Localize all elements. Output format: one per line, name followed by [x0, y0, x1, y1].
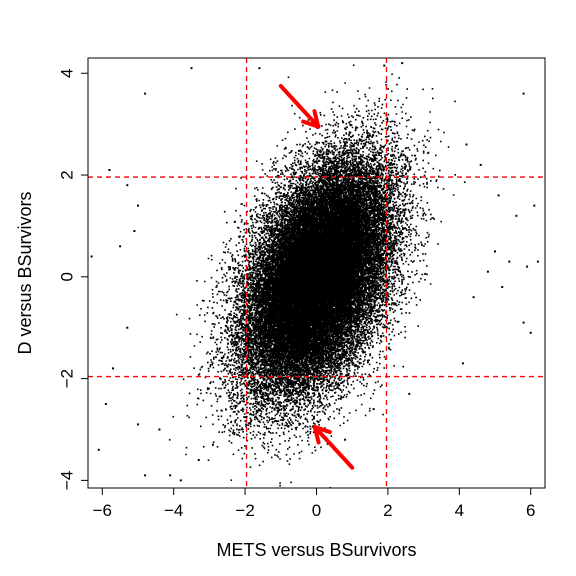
outlier-point: [144, 474, 147, 477]
outlier-point: [119, 245, 122, 248]
outlier-point: [126, 184, 129, 187]
y-axis: −4 −2 0 2 4: [57, 69, 89, 490]
outlier-point: [408, 392, 411, 395]
outlier-point: [108, 169, 111, 171]
outlier-point: [529, 331, 532, 334]
x-tick-label: −2: [235, 501, 254, 520]
x-tick-label: −6: [93, 501, 112, 520]
outlier-point: [383, 64, 386, 67]
outlier-point: [494, 250, 496, 253]
y-tick-label: 2: [57, 170, 76, 179]
outlier-point: [144, 92, 147, 95]
x-axis-title: METS versus BSurvivors: [216, 540, 416, 560]
outlier-point: [501, 286, 504, 288]
y-tick-label: −2: [57, 369, 76, 388]
x-axis: −6 −4 −2 0 2 4 6: [93, 487, 535, 520]
outlier-point: [526, 265, 529, 268]
outlier-point: [508, 260, 511, 263]
x-tick-label: 0: [312, 501, 321, 520]
outlier-point: [197, 459, 200, 461]
outlier-point: [372, 408, 375, 411]
outlier-point: [112, 367, 114, 370]
outlier-point: [533, 204, 536, 207]
outlier-point: [515, 214, 518, 217]
reference-lines: [88, 58, 545, 488]
outlier-point: [137, 204, 139, 207]
y-tick-label: 4: [57, 69, 76, 78]
outlier-point: [258, 67, 261, 70]
outlier-point: [212, 443, 214, 446]
outlier-point: [536, 260, 539, 263]
outlier-point: [90, 255, 93, 258]
outlier-point: [126, 326, 129, 329]
x-tick-label: 6: [526, 501, 535, 520]
annotation-arrows: [278, 83, 355, 470]
outlier-point: [133, 230, 136, 232]
x-tick-label: 2: [383, 501, 392, 520]
outlier-point: [179, 479, 182, 482]
outlier-point: [486, 270, 489, 273]
outlier-point: [472, 296, 475, 299]
y-axis-title: D versus BSurvivors: [15, 191, 35, 354]
outlier-point: [169, 474, 172, 477]
outlier-point: [465, 143, 468, 146]
x-tick-label: 4: [455, 501, 464, 520]
outlier-point: [190, 67, 193, 70]
outlier-point: [104, 403, 107, 405]
outlier-point: [461, 362, 464, 365]
scatter-point-cloud: [168, 64, 466, 488]
annotation-arrow: [312, 424, 355, 470]
outlier-point: [522, 92, 525, 95]
x-tick-label: −4: [164, 501, 183, 520]
outlier-point: [522, 321, 525, 324]
outlier-point: [479, 163, 482, 166]
y-tick-label: 0: [57, 272, 76, 281]
outlier-point: [344, 438, 347, 441]
outlier-point: [97, 448, 100, 451]
outlier-point: [158, 428, 161, 431]
outlier-point: [137, 423, 139, 426]
outlier-point: [497, 194, 500, 197]
annotation-arrow: [278, 83, 321, 129]
y-tick-label: −4: [57, 471, 76, 490]
outlier-point: [401, 62, 404, 65]
data-points: [90, 62, 539, 488]
